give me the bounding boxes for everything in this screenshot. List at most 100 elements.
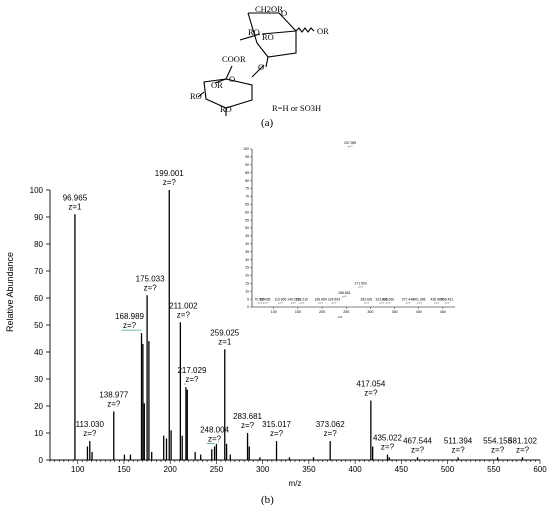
peak-mz-label: 211.002	[169, 301, 198, 310]
peak-charge-label: z=1	[68, 202, 82, 211]
y-tick-label: 10	[34, 429, 43, 438]
peak-charge-label: z=?	[452, 445, 466, 454]
ring-bond	[261, 30, 297, 35]
inset-peak-charge-label: z=?	[364, 301, 369, 305]
peak-charge-label: z=?	[381, 443, 395, 452]
inset-peak-charge-label: z=?	[263, 301, 268, 305]
x-tick-label: 400	[348, 465, 362, 474]
inset-y-tick-label: 90	[245, 163, 249, 167]
inset-x-tick-label: 300	[367, 310, 373, 314]
y-tick-label: 90	[34, 213, 43, 222]
peak-mz-label: 467.544	[403, 436, 432, 445]
x-tick-label: 600	[533, 465, 547, 474]
peak-mz-label: 248.004	[200, 426, 229, 435]
inset-x-tick-label: 400	[416, 310, 422, 314]
inset-y-tick-label: 5	[247, 297, 249, 301]
ro-left-label: RO	[190, 91, 202, 101]
inset-y-tick-label: 20	[245, 274, 249, 278]
inset-peak-charge-label: z=?	[358, 285, 363, 289]
x-axis-title: m/z	[289, 479, 302, 488]
x-tick-label: 350	[302, 465, 316, 474]
inset-peak-charge-label: z=?	[405, 301, 410, 305]
peak-mz-label: 315.017	[262, 420, 291, 429]
inset-x-tick-label: 250	[343, 310, 349, 314]
inset-x-tick-label: 200	[319, 310, 325, 314]
peak-mz-label: 511.394	[444, 436, 473, 445]
inset-peak-mz-label: 140.233	[287, 297, 299, 301]
inset-y-tick-label: 65	[245, 203, 249, 207]
inset-y-tick-label: 60	[245, 210, 249, 214]
y-tick-label: 20	[34, 402, 43, 411]
inset-axes: 0 5 10 15 20 25 30 35 40 45 50 55 60 65 70 75 80 85 90 95 10…	[243, 147, 455, 314]
inset-peak-mz-label: 158.210	[296, 297, 308, 301]
inset-peak-charge-label: z=?	[332, 301, 337, 305]
inset-spectrum-chart: 0 5 10 15 20 25 30 35 40 45 50 55 60 65 70 75 80 85 90 95 10…	[243, 141, 455, 314]
x-tick-label: 550	[487, 465, 501, 474]
inset-y-tick-label: 100	[243, 147, 249, 151]
inset-y-tick-label: 15	[245, 282, 249, 286]
inset-peak-mz-label: 377.448	[402, 297, 414, 301]
y-tick-label: 0	[39, 456, 44, 465]
inset-peak-charge-label: z=?	[434, 301, 439, 305]
inset-peak-charge-label: z=?	[348, 145, 353, 149]
peak-charge-label: z=?	[364, 389, 378, 398]
disaccharide-structure	[197, 12, 315, 116]
structure-labels: CH2OR O RO RO OR O COOR O OR RO RO R=H o…	[190, 4, 329, 114]
peak-charge-label: z=?	[324, 429, 338, 438]
or-right-label: OR	[317, 26, 329, 36]
r-group-legend: R=H or SO3H	[272, 103, 321, 113]
y-tick-label: 80	[34, 240, 43, 249]
anomeric-wavy-bond	[295, 27, 315, 33]
inset-peak-mz-label: 224.593	[328, 297, 340, 301]
peak-mz-label: 175.033	[136, 274, 165, 283]
peak-mz-label: 199.001	[155, 169, 184, 178]
inset-peak-mz-label: 323.026	[375, 297, 387, 301]
peak-mz-label: 217.029	[177, 366, 206, 375]
y-tick-label: 50	[34, 321, 43, 330]
peak-mz-label: 417.054	[356, 380, 385, 389]
inset-background	[252, 149, 455, 307]
inset-peak-mz-label: 436.985	[430, 297, 442, 301]
inset-peak-mz-label: 336.266	[382, 297, 394, 301]
inset-y-tick-label: 95	[245, 155, 249, 159]
inset-peak-charge-label: z=?	[318, 301, 323, 305]
coor-label: COOR	[222, 54, 246, 64]
ring-bond	[265, 56, 269, 68]
inset-y-tick-label: 0	[247, 305, 249, 309]
main-peak-labels: 96.965z=1113.030z=?138.977z=?168.989z=?1…	[63, 169, 538, 454]
glycosidic-bond	[251, 64, 265, 78]
inset-x-tick-label: 150	[295, 310, 301, 314]
peak-charge-label: z=?	[208, 435, 222, 444]
inset-y-tick-label: 85	[245, 171, 249, 175]
inset-peak-charge-label: z=?	[445, 301, 450, 305]
peak-mz-label: 435.022	[373, 434, 402, 443]
lower-ring-bonds	[203, 65, 253, 109]
inset-y-tick-label: 35	[245, 250, 249, 254]
inset-peak-charge-label: z=?	[379, 301, 384, 305]
peak-charge-label: z=?	[516, 445, 530, 454]
peak-mz-label: 554.158	[483, 436, 512, 445]
inset-x-axis-title: m/z	[338, 315, 343, 319]
x-tick-label: 500	[441, 465, 455, 474]
y-tick-label: 60	[34, 294, 43, 303]
peak-charge-label: z=?	[163, 178, 177, 187]
inset-peak-charge-label: z=?	[291, 301, 296, 305]
inset-peak-charge-label: z=?	[417, 301, 422, 305]
upper-ring-bonds	[247, 12, 297, 58]
peak-mz-label: 581.102	[508, 436, 537, 445]
peak-charge-label: z=?	[241, 421, 255, 430]
peak-charge-label: z=?	[123, 321, 137, 330]
inset-y-tick-label: 55	[245, 218, 249, 222]
peak-charge-label: z=?	[185, 375, 199, 384]
peak-mz-label: 96.965	[63, 193, 88, 202]
inset-peak-charge-label: z=?	[278, 301, 283, 305]
inset-peak-mz-label: 196.964	[314, 297, 326, 301]
inset-peak-charge-label: z=?	[385, 301, 390, 305]
inset-peak-mz-label: 458.431	[441, 297, 453, 301]
ring2-oxygen-label: O	[229, 74, 235, 84]
inset-peak-labels: 70.920z=?82.435z=?113.665z=?140.233z=?15…	[255, 141, 454, 305]
peak-charge-label: z=1	[218, 337, 232, 346]
peak-mz-label: 283.681	[233, 412, 262, 421]
